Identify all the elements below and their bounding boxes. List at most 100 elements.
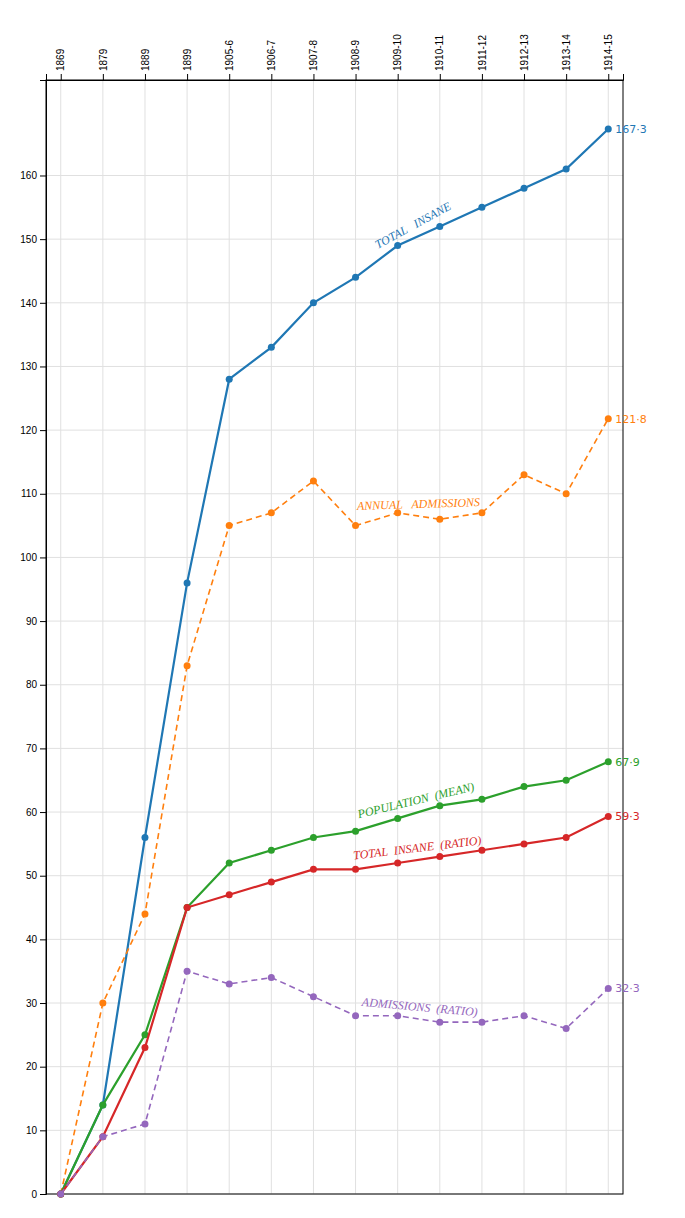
- y-tick-label: 140: [20, 298, 37, 309]
- point: [226, 891, 233, 898]
- point: [436, 516, 443, 523]
- x-tick-label: 1879: [98, 48, 109, 71]
- x-tick-label: 1914-15: [603, 34, 614, 71]
- y-tick-mark: [40, 939, 46, 940]
- y-tick: 110: [21, 488, 46, 499]
- x-tick-label: 1905-6: [224, 39, 235, 71]
- y-tick-label: 50: [26, 870, 38, 881]
- point: [268, 879, 275, 886]
- point: [184, 662, 191, 669]
- grid-line: [271, 80, 272, 1194]
- x-tick-mark: [229, 74, 230, 80]
- grid-line: [46, 302, 623, 303]
- grid-line: [46, 175, 623, 176]
- series-line: [61, 971, 609, 1194]
- point: [436, 1019, 443, 1026]
- x-tick-label: 1913-14: [561, 34, 572, 71]
- x-tick: 1879: [98, 48, 109, 80]
- grid-line: [439, 80, 440, 1194]
- plot-frame: [46, 80, 623, 1194]
- point: [268, 847, 275, 854]
- y-tick-label: 70: [26, 743, 38, 754]
- x-tick-mark: [356, 74, 357, 80]
- y-axis-line: [40, 81, 47, 1195]
- x-tick: 1914-15: [603, 34, 614, 80]
- x-tick-label: 1907-8: [308, 39, 319, 71]
- x-tick: 1913-14: [561, 34, 572, 80]
- y-tick: 50: [26, 870, 46, 881]
- x-tick: 1889: [140, 48, 151, 80]
- point: [352, 866, 359, 873]
- grid-line: [313, 80, 314, 1194]
- point: [605, 985, 612, 992]
- point: [478, 509, 485, 516]
- y-tick: 150: [20, 234, 46, 245]
- x-tick: 1869: [55, 48, 66, 80]
- point: [521, 185, 528, 192]
- y-tick-label: 40: [26, 934, 38, 945]
- series-line: [61, 762, 609, 1194]
- y-tick-mark: [40, 366, 46, 367]
- series-name: ADMISSIONS (RATIO): [360, 995, 478, 1020]
- grid-line: [355, 80, 356, 1194]
- point: [605, 813, 612, 820]
- y-tick-mark: [40, 557, 46, 558]
- x-tick: 1899: [182, 48, 193, 80]
- point: [141, 834, 148, 841]
- grid-line: [46, 875, 623, 876]
- x-tick-label: 1912-13: [519, 34, 530, 71]
- point: [478, 796, 485, 803]
- x-tick-mark: [398, 74, 399, 80]
- grid-line: [46, 748, 623, 749]
- y-tick-label: 20: [26, 1061, 38, 1072]
- point: [268, 974, 275, 981]
- point: [184, 904, 191, 911]
- point: [563, 166, 570, 173]
- data-label: 32·3: [615, 982, 640, 995]
- x-tick-mark: [145, 74, 146, 80]
- series-name: ANNUAL ADMISSIONS: [356, 495, 481, 513]
- point: [436, 223, 443, 230]
- y-tick-mark: [40, 1003, 46, 1004]
- grid-line: [46, 239, 623, 240]
- y-tick-mark: [40, 876, 46, 877]
- point: [226, 376, 233, 383]
- y-tick: 80: [26, 679, 46, 690]
- grid-line: [46, 684, 623, 685]
- x-tick-label: 1909-10: [392, 34, 403, 71]
- grid-line: [102, 80, 103, 1194]
- point: [521, 783, 528, 790]
- x-tick-mark: [271, 74, 272, 80]
- x-tick-mark: [608, 74, 609, 80]
- grid-line: [608, 80, 609, 1194]
- point: [563, 490, 570, 497]
- point: [310, 866, 317, 873]
- data-label: 67·9: [615, 756, 640, 769]
- point: [141, 1120, 148, 1127]
- y-tick-mark: [40, 1194, 46, 1195]
- y-tick-mark: [40, 303, 46, 304]
- x-tick-label: 1910-11: [434, 35, 445, 71]
- point: [352, 1012, 359, 1019]
- grid-line: [46, 1130, 623, 1131]
- point: [605, 126, 612, 133]
- y-tick-mark: [40, 1130, 46, 1131]
- y-tick-mark: [40, 494, 46, 495]
- point: [563, 777, 570, 784]
- x-tick-mark: [187, 74, 188, 80]
- point: [268, 344, 275, 351]
- y-tick-label: 10: [26, 1125, 38, 1136]
- point: [57, 1191, 64, 1198]
- x-tick-mark: [566, 74, 567, 80]
- y-tick: 20: [26, 1061, 46, 1072]
- y-tick-label: 120: [20, 425, 37, 436]
- grid-line: [46, 1003, 623, 1004]
- y-axis: 0102030405060708090100110120130140150160: [20, 81, 46, 1200]
- point: [478, 1019, 485, 1026]
- point: [310, 834, 317, 841]
- point: [310, 478, 317, 485]
- marks: [57, 126, 612, 1198]
- y-tick: 100: [20, 552, 46, 563]
- y-tick-label: 90: [26, 616, 38, 627]
- point: [268, 509, 275, 516]
